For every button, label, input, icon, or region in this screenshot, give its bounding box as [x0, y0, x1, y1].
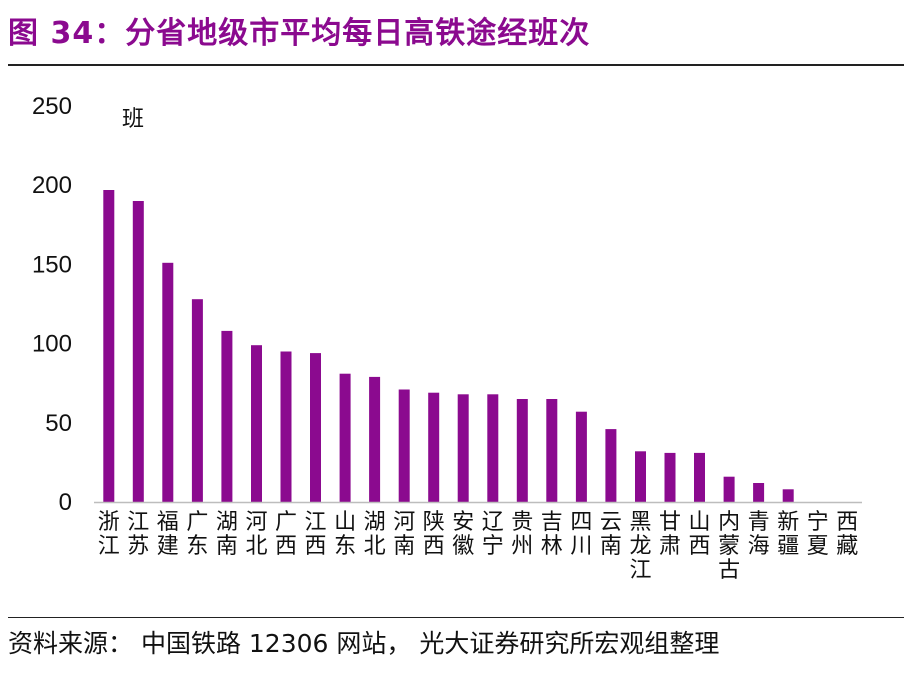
y-tick-label: 100	[32, 331, 72, 358]
bar-9	[369, 376, 381, 502]
x-tick-label: 湖北	[364, 510, 386, 559]
x-tick-label: 广东	[186, 510, 208, 559]
bar-15	[546, 399, 558, 502]
x-tick-label: 西藏	[836, 510, 858, 559]
x-tick-label: 山西	[688, 510, 710, 559]
bar-11	[428, 392, 440, 502]
figure-title: 图 34：分省地级市平均每日高铁途经班次	[8, 16, 591, 51]
x-tick-label: 甘肃	[659, 510, 681, 559]
bar-4	[221, 330, 233, 502]
x-tick-label: 江苏	[127, 510, 149, 559]
bar-17	[605, 429, 617, 502]
bar-13	[487, 394, 499, 502]
bar-22	[753, 483, 765, 502]
y-tick-label: 50	[45, 410, 72, 437]
bar-18	[635, 451, 646, 502]
x-tick-label: 吉林	[541, 510, 563, 559]
bar-7	[310, 353, 321, 502]
footer-divider	[8, 617, 904, 618]
x-axis-ticks: 浙江江苏福建广东湖南河北广西江西山东湖北河南陕西安徽辽宁贵州吉林四川云南黑龙江甘…	[98, 510, 858, 583]
x-tick-label: 宁夏	[807, 510, 829, 559]
y-tick-label: 250	[32, 93, 72, 120]
x-tick-label: 辽宁	[482, 510, 504, 559]
x-tick-label: 安徽	[452, 510, 474, 559]
x-tick-label: 内蒙古	[718, 510, 740, 583]
x-tick-label: 陕西	[423, 510, 445, 559]
bar-12	[457, 394, 469, 502]
bar-5	[251, 345, 262, 502]
bar-0	[103, 190, 115, 502]
bar-19	[664, 452, 676, 502]
y-axis-unit-label: 班	[122, 107, 144, 132]
bar-16	[575, 411, 587, 502]
bar-1	[132, 201, 144, 502]
bar-6	[280, 351, 292, 502]
x-tick-label: 广西	[275, 510, 297, 559]
bar-8	[339, 373, 351, 502]
x-tick-label: 河南	[393, 510, 415, 559]
y-tick-label: 150	[32, 251, 72, 278]
x-tick-label: 贵州	[511, 510, 533, 559]
bar-3	[191, 299, 203, 502]
x-tick-label: 浙江	[98, 510, 120, 559]
title-divider	[8, 64, 904, 66]
x-tick-label: 云南	[600, 510, 622, 559]
y-tick-label: 200	[32, 172, 72, 199]
x-tick-label: 青海	[748, 510, 770, 559]
bar-series	[103, 190, 794, 502]
bar-14	[516, 399, 528, 502]
x-tick-label: 新疆	[777, 510, 799, 559]
x-tick-label: 河北	[245, 510, 267, 559]
x-tick-label: 黑龙江	[629, 510, 651, 583]
y-axis-ticks: 0 50 100 150 200 250	[32, 93, 72, 516]
x-tick-label: 山东	[334, 510, 356, 559]
bar-10	[398, 389, 410, 502]
x-tick-label: 湖南	[216, 510, 238, 559]
x-tick-label: 福建	[157, 510, 179, 559]
bar-23	[782, 489, 794, 502]
x-tick-label: 江西	[304, 510, 326, 559]
bar-2	[162, 262, 174, 502]
bar-21	[723, 476, 735, 502]
x-tick-label: 四川	[570, 510, 592, 559]
bar-chart: 班 0 50 100 150 200 250 浙江江苏福建广东湖南河北广西江西山东湖北河南…	[32, 93, 862, 583]
bar-20	[694, 452, 705, 502]
source-note: 资料来源： 中国铁路 12306 网站， 光大证券研究所宏观组整理	[8, 629, 720, 658]
y-tick-label: 0	[59, 489, 72, 516]
